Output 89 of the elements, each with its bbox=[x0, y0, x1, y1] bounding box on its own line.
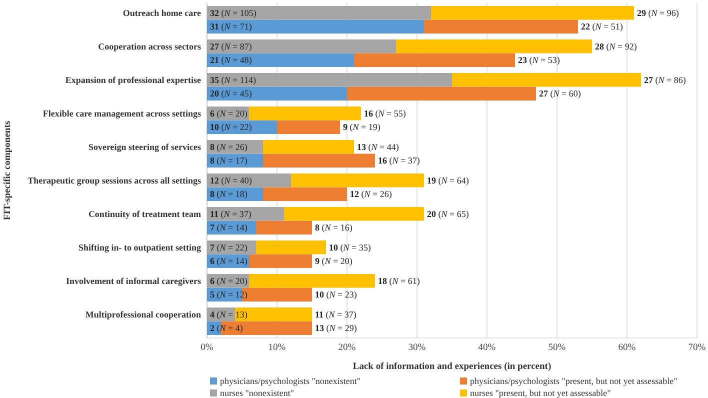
data-label: 31 (N = 71) bbox=[210, 22, 252, 32]
bar bbox=[207, 53, 354, 67]
data-label: 23 (N = 53) bbox=[518, 55, 560, 66]
data-label: 22 (N = 51) bbox=[581, 22, 623, 32]
bar bbox=[256, 240, 326, 254]
bar bbox=[249, 254, 312, 268]
data-label: 7 (N = 22) bbox=[210, 242, 248, 252]
bar bbox=[249, 106, 361, 120]
data-label: 21 (N = 48) bbox=[210, 55, 252, 66]
bar bbox=[207, 6, 431, 20]
bar bbox=[396, 40, 592, 54]
bar bbox=[207, 86, 347, 100]
x-tick-label: 0% bbox=[200, 343, 214, 353]
bar bbox=[207, 20, 424, 34]
data-label: 11 (N = 37) bbox=[210, 208, 252, 219]
x-axis-title: Lack of information and experiences (in percent) bbox=[352, 362, 552, 372]
y-tick-label: Expansion of professional expertise bbox=[65, 74, 202, 85]
bar bbox=[235, 308, 312, 322]
data-label: 9 (N = 19) bbox=[343, 122, 380, 132]
y-tick-label: Multiprofessional cooperation bbox=[85, 309, 201, 320]
data-label: 13 (N = 44) bbox=[357, 142, 399, 152]
bar bbox=[284, 207, 424, 221]
data-label: 27 (N = 86) bbox=[644, 74, 686, 85]
y-tick-label: Outreach home care bbox=[122, 8, 201, 18]
data-label: 10 (N = 35) bbox=[329, 242, 371, 252]
bar bbox=[347, 86, 536, 100]
data-label: 8 (N = 18) bbox=[210, 189, 248, 200]
bar bbox=[263, 154, 375, 168]
data-label: 10 (N = 23) bbox=[315, 290, 357, 300]
bar bbox=[354, 53, 515, 67]
data-label: 28 (N = 92) bbox=[595, 41, 637, 52]
bar bbox=[277, 120, 340, 134]
data-label: 8 (N = 26) bbox=[210, 142, 248, 152]
data-label: 16 (N = 37) bbox=[378, 156, 420, 166]
bar bbox=[207, 73, 452, 87]
data-label: 35 (N = 114) bbox=[210, 74, 256, 85]
data-label: 29 (N = 96) bbox=[637, 8, 679, 18]
data-label: 12 (N = 26) bbox=[350, 189, 392, 200]
data-label: 7 (N = 14) bbox=[210, 222, 248, 233]
legend-label: physicians/psychologists "present, but not yet assessable" bbox=[470, 376, 678, 386]
y-tick-label: Cooperation across sectors bbox=[98, 41, 202, 52]
y-tick-label: Therapeutic group sessions across all settings bbox=[28, 175, 202, 186]
data-label: 9 (N = 20) bbox=[315, 256, 352, 266]
x-tick-label: 10% bbox=[268, 343, 286, 353]
bar bbox=[291, 174, 424, 188]
data-label: 27 (N = 60) bbox=[539, 88, 581, 99]
bar bbox=[256, 220, 312, 234]
y-tick-label: Shifting in- to outpatient setting bbox=[78, 242, 202, 252]
y-tick-label: Sovereign steering of services bbox=[88, 142, 202, 152]
data-label: 32 (N = 105) bbox=[210, 8, 256, 18]
x-tick-label: 30% bbox=[408, 343, 426, 353]
bar bbox=[424, 20, 578, 34]
bar bbox=[207, 174, 291, 188]
y-axis-title: FIT-specific components bbox=[3, 120, 13, 220]
x-tick-label: 50% bbox=[548, 343, 566, 353]
data-label: 6 (N = 20) bbox=[210, 276, 248, 286]
data-label: 11 (N = 37) bbox=[315, 309, 356, 320]
data-label: 19 (N = 64) bbox=[427, 175, 469, 186]
data-label: 4 (N = 13) bbox=[210, 309, 248, 320]
bar bbox=[221, 321, 312, 335]
bar bbox=[249, 274, 375, 288]
bar bbox=[263, 187, 347, 201]
data-label: 27 (N = 87) bbox=[210, 41, 252, 52]
bar bbox=[452, 73, 641, 87]
legend-label: nurses "present, but not yet assessable" bbox=[470, 388, 612, 398]
data-label: 8 (N = 17) bbox=[210, 156, 248, 166]
y-tick-label: Continuity of treatment team bbox=[88, 208, 202, 219]
data-label: 12 (N = 40) bbox=[210, 175, 252, 186]
y-tick-label: Involvement of informal caregivers bbox=[66, 276, 202, 286]
x-tick-label: 70% bbox=[688, 343, 706, 353]
data-label: 6 (N = 14) bbox=[210, 256, 248, 266]
data-label: 13 (N = 29) bbox=[315, 323, 357, 334]
bar bbox=[263, 140, 354, 154]
data-label: 20 (N = 45) bbox=[210, 88, 252, 99]
bar bbox=[207, 40, 396, 54]
data-label: 16 (N = 55) bbox=[364, 108, 406, 118]
y-tick-label: Flexible care management across settings bbox=[42, 108, 202, 118]
legend-label: physicians/psychologists "nonexistent" bbox=[220, 376, 361, 386]
legend-label: nurses "nonexistent" bbox=[220, 388, 294, 398]
data-label: 20 (N = 65) bbox=[427, 208, 469, 219]
data-label: 10 (N = 22) bbox=[210, 122, 252, 132]
data-label: 18 (N = 61) bbox=[378, 276, 420, 286]
data-label: 6 (N = 20) bbox=[210, 108, 248, 118]
bar bbox=[431, 6, 634, 20]
x-tick-label: 40% bbox=[478, 343, 496, 353]
bar bbox=[207, 207, 284, 221]
data-label: 8 (N = 16) bbox=[315, 222, 352, 233]
x-tick-label: 60% bbox=[618, 343, 636, 353]
x-tick-label: 20% bbox=[338, 343, 356, 353]
